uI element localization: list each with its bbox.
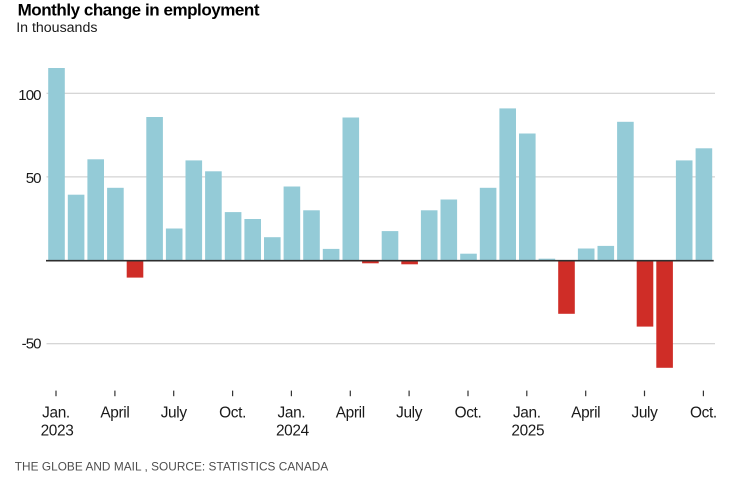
- svg-text:July: July: [161, 405, 188, 422]
- svg-text:July: July: [632, 405, 659, 422]
- svg-text:THE GLOBE AND MAIL , SOURCE: S: THE GLOBE AND MAIL , SOURCE: STATISTICS …: [15, 460, 329, 474]
- svg-text:Oct.: Oct.: [219, 405, 246, 422]
- svg-text:In thousands: In thousands: [16, 20, 97, 36]
- svg-text:Monthly change in employment: Monthly change in employment: [18, 0, 260, 19]
- svg-text:Jan.: Jan.: [278, 405, 306, 422]
- svg-text:50: 50: [26, 170, 41, 187]
- svg-text:April: April: [571, 405, 600, 422]
- svg-text:April: April: [336, 405, 365, 422]
- svg-text:2023: 2023: [41, 422, 74, 439]
- svg-text:April: April: [100, 405, 129, 422]
- svg-text:Jan.: Jan.: [42, 405, 70, 422]
- svg-text:2024: 2024: [276, 422, 310, 439]
- svg-text:100: 100: [18, 87, 41, 104]
- svg-text:2025: 2025: [511, 422, 544, 439]
- svg-text:Oct.: Oct.: [690, 405, 717, 422]
- svg-text:-50: -50: [22, 336, 42, 353]
- svg-text:July: July: [396, 405, 423, 422]
- svg-text:Oct.: Oct.: [455, 405, 482, 422]
- svg-text:Jan.: Jan.: [513, 405, 541, 422]
